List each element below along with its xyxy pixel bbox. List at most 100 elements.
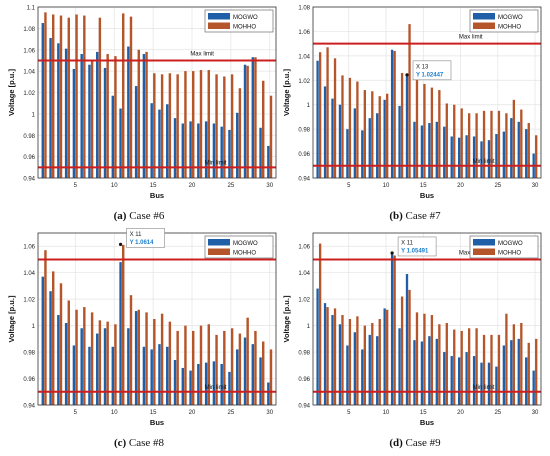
bar-mohho-bus-2 [326,307,329,405]
bar-mogwo-bus-1 [41,276,45,405]
bar-mohho-bus-26 [238,333,242,405]
x-tick-label: 30 [532,183,539,189]
bar-mogwo-bus-18 [173,118,177,178]
x-axis-label: Bus [420,418,434,427]
bar-mogwo-bus-1 [316,60,319,178]
bar-mogwo-bus-1 [41,23,45,179]
legend-label-mogwo: MOGWO [498,241,523,247]
bar-mogwo-bus-24 [220,363,223,405]
bar-mohho-bus-12 [129,16,133,179]
y-tick-label: 0.98 [23,134,35,140]
x-tick-label: 20 [189,183,196,189]
bar-mohho-bus-29 [527,123,530,178]
bar-mogwo-bus-10 [383,308,386,405]
y-axis-label: Voltage [p.u.] [7,295,16,342]
legend-swatch-mogwo [208,13,230,20]
legend-label-mohho: MOHHO [233,250,256,256]
bar-mohho-bus-1 [318,52,322,178]
bar-mohho-bus-26 [505,113,508,178]
bar-mogwo-bus-25 [228,371,231,405]
x-tick-label: 10 [111,410,118,416]
x-tick-label: 15 [420,183,427,189]
bar-mogwo-bus-15 [150,103,153,178]
bar-mogwo-bus-27 [243,64,247,178]
bar-mohho-bus-25 [497,334,501,405]
x-tick-label: 30 [266,410,273,416]
y-tick-label: 1.04 [23,271,35,277]
bar-mohho-bus-3 [59,283,63,405]
bar-mohho-bus-12 [129,295,133,405]
bar-mohho-bus-24 [490,110,493,178]
min-limit-label: Min limit [473,385,495,391]
bar-mogwo-bus-21 [197,123,200,178]
bar-mohho-bus-10 [114,56,117,178]
legend: MOGWO MOHHO [204,9,274,33]
bar-mohho-bus-19 [453,104,456,178]
x-tick-label: 10 [383,183,390,189]
bar-mogwo-bus-16 [428,123,431,178]
chart-2: 0.94 0.96 0.98 1 1.02 1.04 1.06 1.08 5 10 15 20 25 30… [282,6,542,200]
bar-mohho-bus-16 [430,87,434,178]
bar-mohho-bus-27 [512,324,516,405]
bar-mogwo-bus-9 [103,328,107,405]
bar-mogwo-bus-24 [220,126,223,178]
bar-mohho-bus-27 [512,99,516,178]
bar-mohho-bus-27 [246,65,249,178]
x-tick-label: 15 [420,410,427,416]
x-tick-label: 15 [150,410,157,416]
datatip-marker [118,242,123,246]
bar-mohho-bus-17 [438,324,441,405]
bar-mohho-bus-27 [246,317,249,405]
y-tick-label: 1.04 [23,70,35,76]
bar-mogwo-bus-11 [390,49,394,178]
bar-mogwo-bus-11 [119,108,122,178]
bar-mohho-bus-13 [137,309,140,405]
bar-mogwo-bus-12 [398,328,401,405]
legend-label-mohho: MOHHO [498,24,521,30]
bar-mohho-bus-7 [363,325,366,405]
bar-mohho-bus-2 [52,14,55,179]
bar-mogwo-bus-30 [532,370,535,405]
bar-mohho-bus-1 [44,12,47,179]
datatip-x: X 11 [401,240,414,246]
bar-mogwo-bus-20 [189,370,192,405]
legend-label-mogwo: MOGWO [498,15,523,21]
bar-mogwo-bus-10 [383,99,386,178]
bar-mohho-bus-23 [215,74,218,178]
bar-mohho-bus-11 [122,13,125,178]
caption-a: (a) Case #6 [113,210,165,222]
bar-mogwo-bus-20 [458,357,461,405]
bar-mohho-bus-5 [75,309,78,405]
y-tick-label: 1.06 [23,48,35,54]
min-limit-label: Min limit [473,159,495,165]
plot-frame [312,6,542,179]
bar-mogwo-bus-29 [525,357,528,405]
bar-mogwo-bus-2 [49,291,52,405]
bar-mogwo-bus-14 [413,340,416,405]
bar-mogwo-bus-27 [243,337,247,405]
bar-mohho-bus-15 [423,313,426,405]
bar-mohho-bus-2 [326,47,329,179]
bar-mogwo-bus-3 [331,98,334,178]
bar-mohho-bus-17 [438,90,441,178]
bar-mohho-bus-2 [52,271,55,405]
bar-mogwo-bus-26 [236,112,239,178]
bar-mohho-bus-10 [386,93,389,178]
x-axis-label: Bus [150,191,164,200]
legend: MOGWO MOHHO [469,235,539,259]
bar-mohho-bus-29 [262,341,265,405]
bar-mogwo-bus-24 [487,140,491,178]
bar-mogwo-bus-13 [405,75,409,178]
bar-mohho-bus-15 [153,319,156,405]
bar-mogwo-bus-13 [134,86,138,178]
y-tick-label: 1.06 [298,245,310,251]
bar-mogwo-bus-4 [338,324,342,405]
bar-mogwo-bus-13 [134,311,138,405]
bar-mogwo-bus-18 [443,352,446,405]
caption-d: (d) Case #9 [389,437,441,449]
bar-mohho-bus-18 [176,74,179,178]
bar-mogwo-bus-30 [267,145,270,178]
bar-mogwo-bus-12 [127,46,130,178]
bar-mohho-bus-6 [83,307,86,405]
